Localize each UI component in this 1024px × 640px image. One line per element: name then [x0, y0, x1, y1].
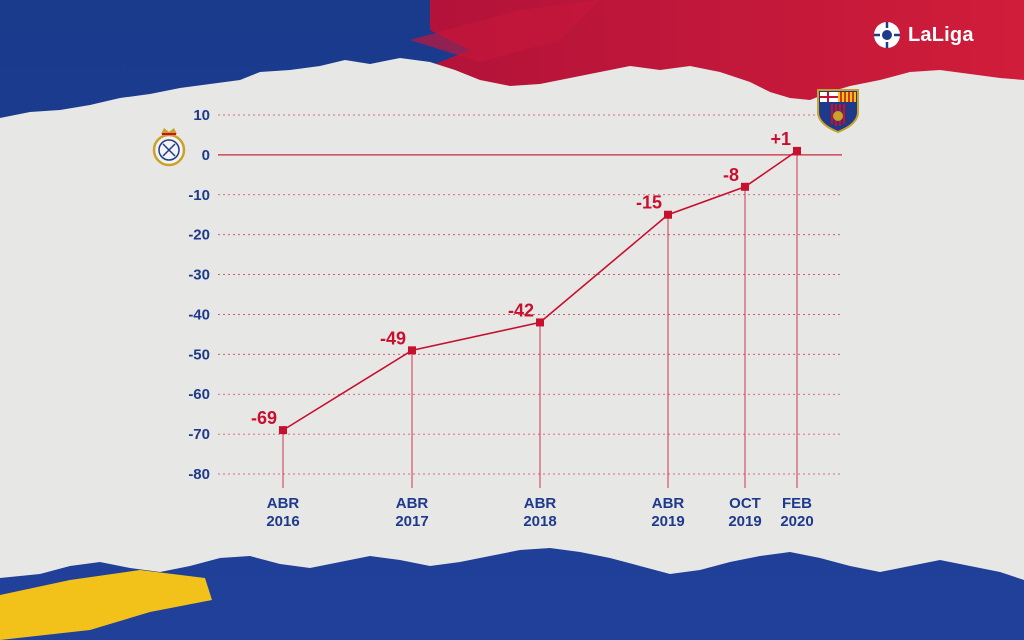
grid-lines — [218, 114, 842, 475]
data-label: -8 — [723, 165, 739, 185]
laliga-ball-icon — [874, 22, 900, 48]
y-tick-label: 10 — [193, 107, 210, 124]
x-tick-label: ABR — [524, 495, 557, 512]
data-labels: -69 -49 -42 -15 -8 +1 — [251, 129, 791, 428]
y-tick-label: -60 — [188, 386, 210, 403]
red-brush-detail — [410, 0, 600, 62]
series-line — [282, 150, 798, 431]
x-tick-label: OCT — [729, 495, 761, 512]
y-axis-ticks: 10 0 -10 -20 -30 -40 -50 -60 -70 -80 — [188, 107, 210, 483]
x-tick-label: ABR — [267, 495, 300, 512]
barcelona-crest — [817, 89, 859, 134]
y-tick-label: -30 — [188, 267, 210, 284]
y-tick-label: -50 — [188, 346, 210, 363]
y-tick-label: 0 — [202, 147, 210, 164]
data-point — [536, 318, 544, 327]
x-axis-ticks: ABR2016ABR2017ABR2018ABR2019OCT2019FEB20… — [266, 495, 813, 530]
torn-paper — [0, 58, 1024, 580]
data-point — [408, 346, 416, 355]
laliga-logo-text: LaLiga — [908, 23, 974, 46]
y-tick-label: -20 — [188, 227, 210, 244]
real-madrid-crest — [152, 128, 186, 167]
x-tick-label: ABR — [652, 495, 685, 512]
x-tick-label: ABR — [396, 495, 429, 512]
series-polyline — [282, 150, 798, 431]
x-tick-label: 2019 — [651, 513, 684, 530]
y-tick-label: -10 — [188, 187, 210, 204]
data-point — [279, 426, 287, 435]
data-label: -15 — [636, 193, 662, 213]
x-tick-label: 2016 — [266, 513, 299, 530]
x-tick-label: 2020 — [780, 513, 813, 530]
laliga-logo: LaLiga — [872, 18, 974, 52]
y-tick-label: -80 — [188, 466, 210, 483]
data-point — [741, 182, 749, 191]
data-point — [664, 210, 672, 219]
data-label: -69 — [251, 408, 277, 428]
y-tick-label: -70 — [188, 426, 210, 443]
data-label: -42 — [508, 300, 534, 320]
yellow-stroke — [0, 570, 212, 640]
x-tick-label: 2017 — [395, 513, 428, 530]
drop-lines — [282, 150, 798, 488]
data-label: +1 — [770, 129, 791, 149]
y-tick-label: -40 — [188, 306, 210, 323]
x-tick-label: FEB — [782, 495, 812, 512]
x-tick-label: 2019 — [728, 513, 761, 530]
data-points — [279, 146, 801, 435]
data-label: -49 — [380, 328, 406, 348]
x-tick-label: 2018 — [523, 513, 556, 530]
data-point — [793, 146, 801, 155]
